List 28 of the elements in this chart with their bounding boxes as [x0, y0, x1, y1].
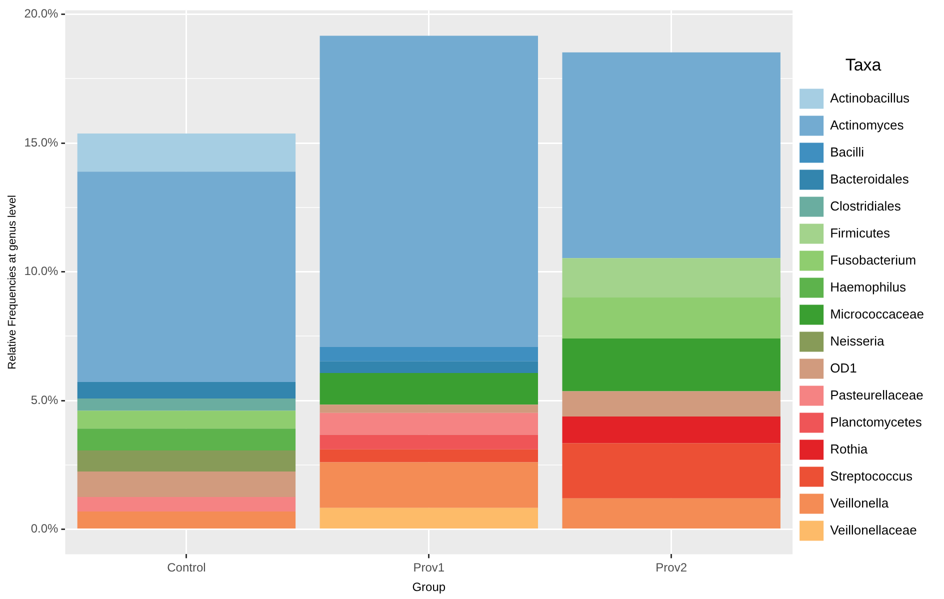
legend-label: Fusobacterium	[830, 252, 916, 268]
legend-label: Pasteurellaceae	[830, 387, 924, 402]
legend-label: Veillonellaceae	[830, 522, 917, 538]
y-tick-label: 5.0%	[30, 392, 59, 407]
legend-label: Actinobacillus	[830, 90, 910, 106]
legend-label: Veillonella	[830, 495, 890, 510]
legend-label: Micrococcaceae	[830, 306, 924, 322]
x-tick-label: Prov2	[656, 560, 688, 575]
x-tick-label: Control	[167, 560, 206, 575]
legend-label: Haemophilus	[830, 279, 906, 294]
legend-label: Actinomyces	[830, 117, 904, 132]
x-axis-title: Group	[412, 580, 446, 594]
legend-label: Firmicutes	[830, 225, 891, 240]
y-tick-label: 15.0%	[24, 135, 59, 150]
legend-title: Taxa	[845, 55, 882, 74]
y-tick-label: 10.0%	[24, 264, 59, 278]
legend-label: OD1	[830, 360, 857, 376]
legend-label: Bacteroidales	[830, 171, 910, 186]
x-tick-label: Prov1	[413, 560, 445, 575]
legend-label: Bacilli	[830, 144, 864, 160]
legend-label: Streptococcus	[830, 468, 913, 484]
legend-label: Planctomycetes	[830, 414, 922, 430]
y-axis-title: Relative Frequencies at genus level	[6, 195, 19, 370]
legend-label: Rothia	[830, 441, 868, 456]
y-tick-label: 0.0%	[30, 522, 59, 536]
legend-label: Clostridiales	[830, 198, 902, 214]
legend-label: Neisseria	[830, 333, 886, 348]
y-tick-label: 20.0%	[24, 6, 59, 21]
